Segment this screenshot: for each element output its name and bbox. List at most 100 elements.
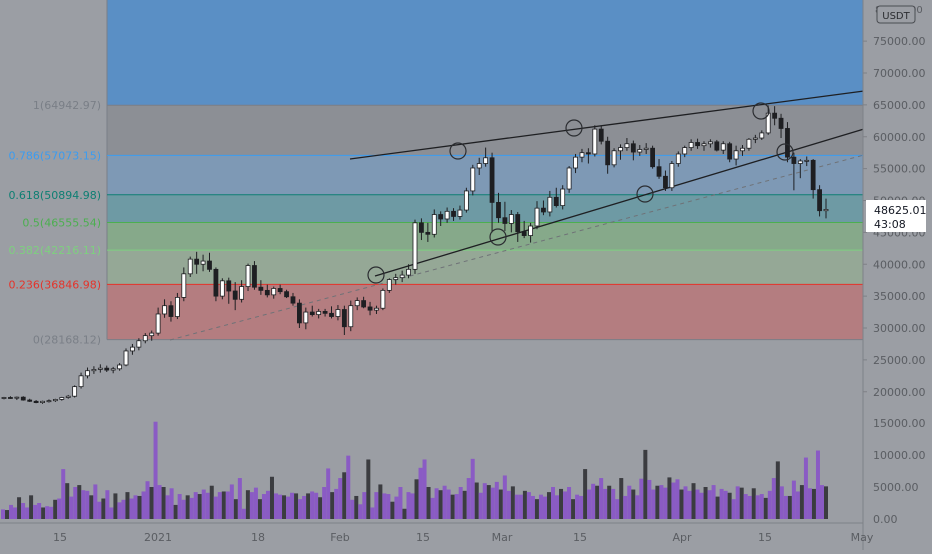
volume-bar (631, 489, 636, 519)
candle-body (117, 364, 122, 370)
candle-body (33, 400, 39, 403)
volume-bar (815, 450, 820, 519)
volume-bar (518, 494, 523, 519)
candle-body (386, 279, 392, 291)
candle-body (451, 210, 456, 217)
volume-bar (691, 483, 696, 519)
candle-body (27, 399, 33, 402)
volume-bar (233, 499, 238, 519)
volume-bar (149, 487, 154, 519)
volume-bar (707, 490, 712, 519)
candle-body (46, 400, 52, 403)
candle-body (752, 137, 758, 140)
volume-bar (506, 490, 511, 519)
volume-bar (5, 510, 10, 519)
candle-body (168, 305, 174, 317)
time-tick-label: 2021 (144, 531, 172, 544)
price-tick-label: 75000.00 (873, 35, 926, 48)
candle-body (566, 167, 572, 190)
candle-body (303, 311, 309, 324)
candle-body (573, 156, 578, 169)
volume-bar (334, 488, 339, 519)
volume-bar (414, 479, 419, 519)
volume-bar (177, 494, 182, 519)
candle-body (720, 143, 726, 151)
candle-body (367, 306, 373, 311)
candle-body (759, 132, 765, 139)
volume-bar (69, 496, 74, 519)
volume-bar (229, 484, 234, 519)
volume-bar (153, 421, 158, 519)
candle-body (406, 268, 411, 276)
volume-bar (715, 496, 720, 519)
candle-body (817, 189, 822, 212)
candle-body (804, 159, 810, 162)
candle-body (746, 138, 752, 149)
candle-body (778, 117, 784, 129)
volume-bar (591, 483, 596, 519)
time-tick-label: 15 (416, 531, 430, 544)
candle-body (470, 167, 476, 192)
candle-body (8, 397, 13, 399)
volume-bar (17, 497, 22, 519)
volume-bar (105, 490, 110, 519)
price-tick-label: 30000.00 (873, 322, 926, 335)
candle-body (740, 147, 745, 152)
volume-bar (546, 492, 551, 519)
volume-bar (727, 492, 732, 519)
price-tick-label: 60000.00 (873, 131, 926, 144)
price-tick-label: 70000.00 (873, 67, 926, 80)
volume-bar (1, 509, 5, 519)
volume-bar (366, 459, 371, 519)
candle-body (585, 152, 591, 155)
candle-body (207, 260, 212, 270)
volume-bar (795, 491, 800, 519)
volume-bar (474, 482, 479, 519)
time-tick-label: 18 (251, 531, 265, 544)
candle-body (1, 397, 7, 399)
currency-badge[interactable] (876, 5, 916, 24)
volume-bar (237, 478, 242, 519)
volume-bar (165, 495, 170, 519)
candle-body (483, 157, 489, 164)
volume-bars (1, 421, 828, 519)
candle-body (579, 152, 585, 158)
volume-bar (382, 493, 387, 519)
volume-bar (278, 494, 283, 519)
candle-body (714, 141, 720, 151)
candle-body (733, 150, 739, 160)
volume-bar (338, 478, 343, 519)
candle-body (598, 128, 604, 142)
pivot-circle (449, 142, 467, 160)
trendlines[interactable] (169, 90, 865, 341)
time-tick-label: Apr (672, 531, 692, 544)
candle-body (187, 258, 193, 275)
candle-body (361, 300, 367, 308)
candle-body (457, 209, 463, 217)
candle-body (136, 340, 142, 348)
candle-body (438, 214, 444, 220)
fib-label-1: 0.786(57073.15) (8, 149, 101, 162)
candle-body (643, 147, 649, 150)
candle-body (78, 375, 84, 388)
lower-channel-line (374, 128, 865, 277)
volume-bar (157, 485, 162, 519)
volume-bar (510, 486, 515, 519)
time-tick-label: 15 (758, 531, 772, 544)
candle-body (380, 289, 386, 309)
volume-bar (390, 501, 395, 519)
volume-tick-label: 5000.00 (873, 481, 919, 494)
volume-bar (763, 497, 768, 519)
volume-bar (410, 493, 415, 519)
volume-bar (498, 489, 503, 519)
candle-body (72, 386, 78, 397)
candle-body (412, 222, 418, 270)
volume-bar (703, 487, 708, 519)
candle-body (316, 311, 322, 316)
candle-body (444, 210, 450, 220)
volume-bar (109, 507, 114, 519)
volume-bar (37, 503, 42, 519)
candle-body (592, 128, 598, 155)
